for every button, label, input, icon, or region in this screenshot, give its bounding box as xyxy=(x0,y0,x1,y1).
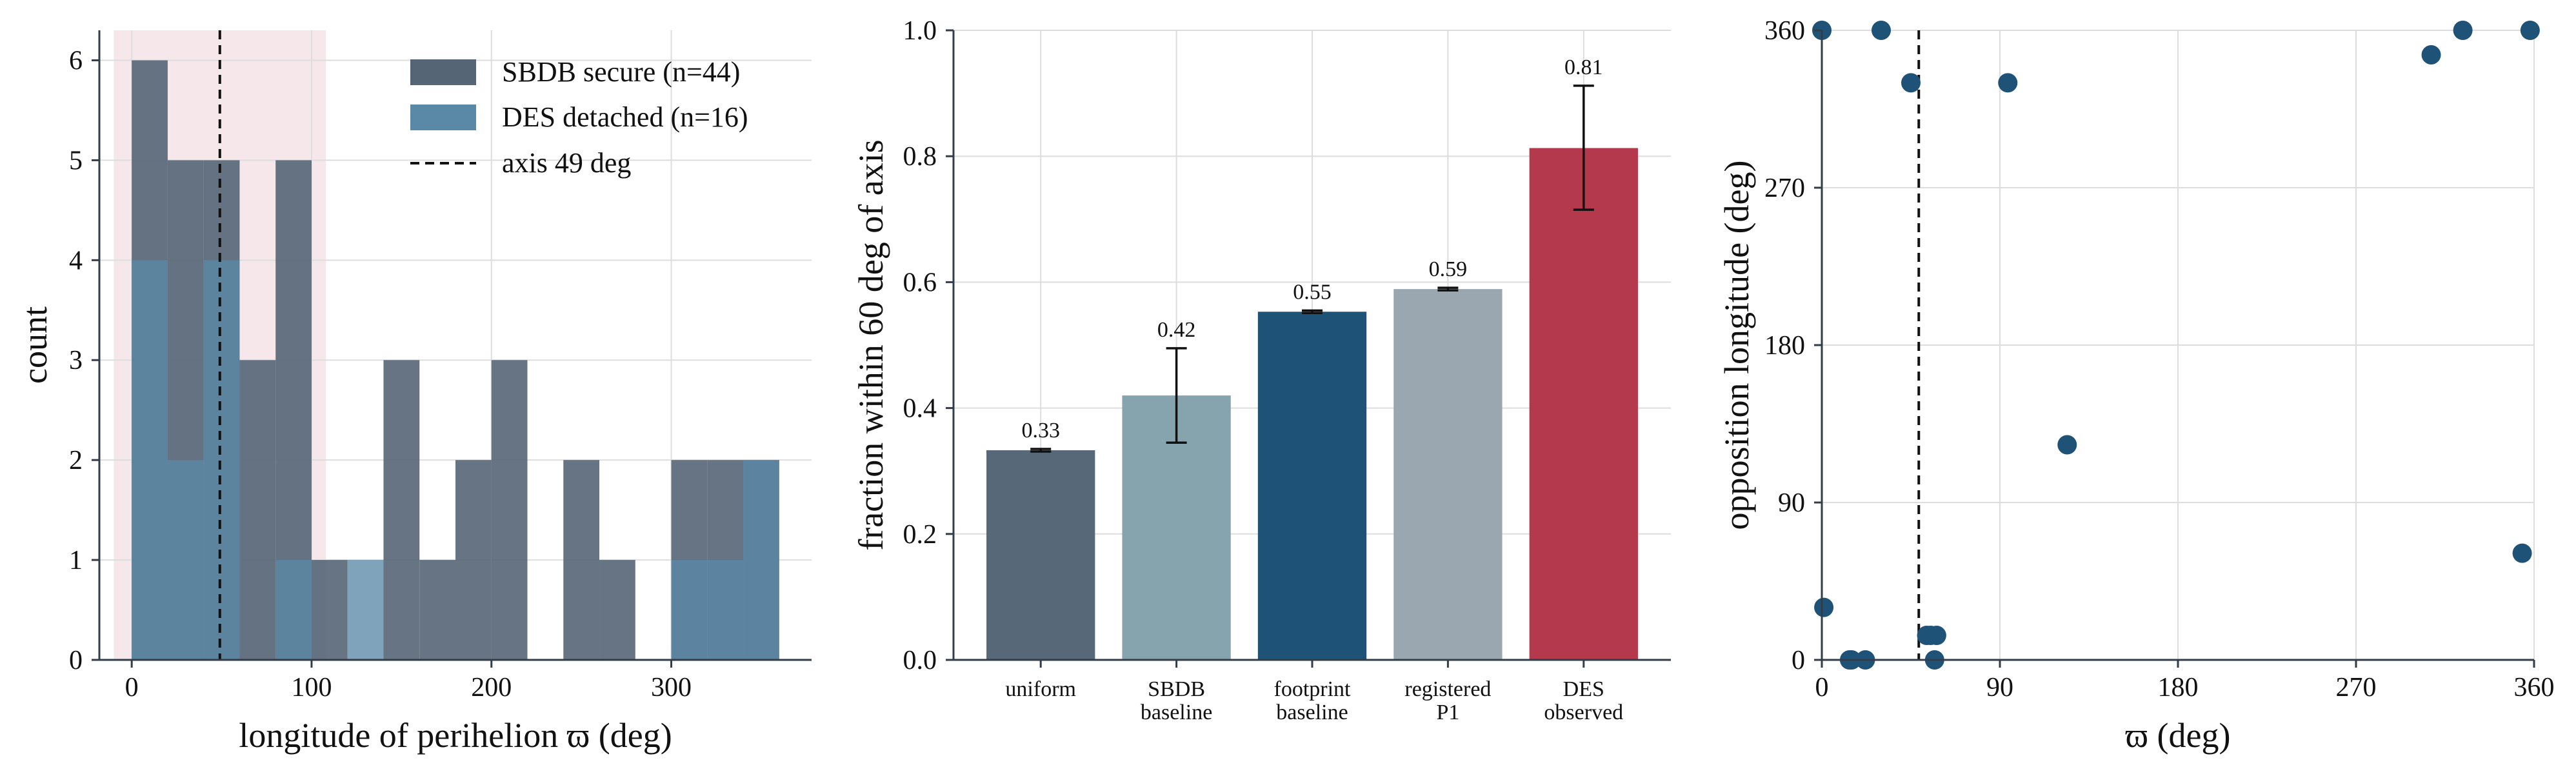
hist-bar-des xyxy=(132,260,168,660)
hist-bar-sbdb xyxy=(239,360,276,660)
scatter-x-tick-label: 0 xyxy=(1815,673,1829,702)
fraction-bar xyxy=(1257,312,1367,661)
scatter-point xyxy=(2057,435,2077,455)
scatter-point xyxy=(1901,73,1921,93)
bar-y-label: fraction within 60 deg of axis xyxy=(852,139,890,550)
fraction-panel: 0.33 0.42 0.55 0.59 0.81 0.0 0.2 0.4 0.6 0.8 1.0 u… xyxy=(852,16,1671,724)
bar-value-label: 0.33 xyxy=(1021,419,1060,443)
legend-label-axis: axis 49 deg xyxy=(502,147,631,179)
hist-ticks: 0 100 200 300 0 1 2 3 4 5 6 xyxy=(69,46,692,702)
hist-y-tick-label: 4 xyxy=(69,246,83,275)
legend-swatch-des xyxy=(410,104,476,130)
bar-y-tick-label: 0.8 xyxy=(903,142,937,172)
scatter-x-tick-label: 90 xyxy=(1986,673,2013,702)
scatter-x-tick-label: 180 xyxy=(2158,673,2199,702)
scatter-y-tick-label: 90 xyxy=(1778,488,1805,518)
fraction-bar xyxy=(986,450,1095,660)
hist-bar-sbdb xyxy=(563,460,600,660)
hist-bar-des xyxy=(275,560,312,660)
bar-category-label: baseline xyxy=(1276,701,1348,724)
hist-bar-sbdb xyxy=(383,360,420,660)
hist-legend: SBDB secure (n=44) DES detached (n=16) a… xyxy=(410,56,748,179)
bar-category-label: SBDB xyxy=(1148,677,1205,701)
hist-bar-des xyxy=(167,460,204,660)
bar-category-label: P1 xyxy=(1436,701,1459,724)
hist-bar-sbdb xyxy=(491,360,528,660)
bar-marks: 0.33 0.42 0.55 0.59 0.81 xyxy=(986,55,1638,661)
hist-x-tick-label: 100 xyxy=(291,673,332,702)
scatter-x-label: ϖ (deg) xyxy=(2126,716,2231,755)
bar-y-tick-label: 0.0 xyxy=(903,646,937,675)
scatter-y-tick-label: 360 xyxy=(1764,16,1805,46)
bar-y-tick-label: 0.2 xyxy=(903,520,937,550)
bar-y-tick-label: 1.0 xyxy=(903,16,937,46)
scatter-point xyxy=(2421,45,2441,65)
scatter-point xyxy=(2453,21,2473,40)
hist-y-tick-label: 1 xyxy=(69,546,83,575)
bar-y-tick-label: 0.6 xyxy=(903,268,937,297)
scatter-grid xyxy=(1821,30,2535,661)
scatter-point xyxy=(1872,21,1891,40)
scatter-point xyxy=(1998,73,2018,93)
legend-swatch-sbdb xyxy=(410,59,476,85)
hist-bar-sbdb xyxy=(419,560,455,660)
hist-x-tick-label: 0 xyxy=(125,673,139,702)
scatter-x-tick-label: 270 xyxy=(2336,673,2377,702)
bar-category-label: observed xyxy=(1544,701,1623,724)
hist-bar-sbdb xyxy=(599,560,635,660)
bar-value-label: 0.59 xyxy=(1429,257,1468,281)
hist-bar-des xyxy=(671,560,708,660)
legend-label-des: DES detached (n=16) xyxy=(502,101,748,133)
bar-category-label: baseline xyxy=(1141,701,1212,724)
hist-y-tick-label: 6 xyxy=(69,46,83,75)
bar-category-label: registered xyxy=(1404,677,1491,701)
scatter-y-label: opposition longitude (deg) xyxy=(1717,161,1756,530)
scatter-panel: 0 90 180 270 360 0 90 180 270 360 ϖ (deg) opposit… xyxy=(1717,16,2555,755)
hist-y-tick-label: 2 xyxy=(69,446,83,475)
bar-category-label: footprint xyxy=(1274,677,1352,701)
hist-bar-sbdb xyxy=(455,460,492,660)
hist-y-tick-label: 3 xyxy=(69,346,83,375)
hist-bar-des xyxy=(743,460,779,660)
hist-bar-des xyxy=(707,560,744,660)
histogram-panel: 0 100 200 300 0 1 2 3 4 5 6 longitude of perihelio… xyxy=(15,30,812,755)
scatter-point xyxy=(1926,626,1946,646)
hist-x-label: longitude of perihelion ϖ (deg) xyxy=(239,716,672,755)
bar-value-label: 0.42 xyxy=(1157,318,1196,342)
hist-bar-des xyxy=(347,560,384,660)
hist-y-label: count xyxy=(15,306,54,384)
legend-label-sbdb: SBDB secure (n=44) xyxy=(502,56,740,88)
hist-bars xyxy=(132,60,779,660)
scatter-y-tick-label: 0 xyxy=(1792,646,1805,675)
bar-y-tick-label: 0.4 xyxy=(903,394,937,424)
scatter-y-tick-label: 270 xyxy=(1764,174,1805,203)
hist-x-tick-label: 200 xyxy=(471,673,512,702)
bar-value-label: 0.81 xyxy=(1564,55,1603,79)
hist-bar-des xyxy=(203,260,240,660)
hist-y-tick-label: 0 xyxy=(69,646,83,675)
fraction-bar xyxy=(1393,289,1503,660)
bar-category-label: uniform xyxy=(1005,677,1076,701)
scatter-point xyxy=(2512,543,2532,563)
scatter-x-tick-label: 360 xyxy=(2514,673,2555,702)
hist-bar-sbdb xyxy=(311,560,348,660)
scatter-y-tick-label: 180 xyxy=(1764,331,1805,361)
scatter-ticks: 0 90 180 270 360 0 90 180 270 360 xyxy=(1764,16,2555,702)
scatter-point xyxy=(2520,21,2540,40)
hist-x-tick-label: 300 xyxy=(651,673,692,702)
scatter-point xyxy=(1814,597,1834,617)
hist-y-tick-label: 5 xyxy=(69,146,83,175)
bar-category-label: DES xyxy=(1563,677,1604,701)
bar-value-label: 0.55 xyxy=(1293,280,1332,304)
fraction-bar xyxy=(1529,148,1638,661)
